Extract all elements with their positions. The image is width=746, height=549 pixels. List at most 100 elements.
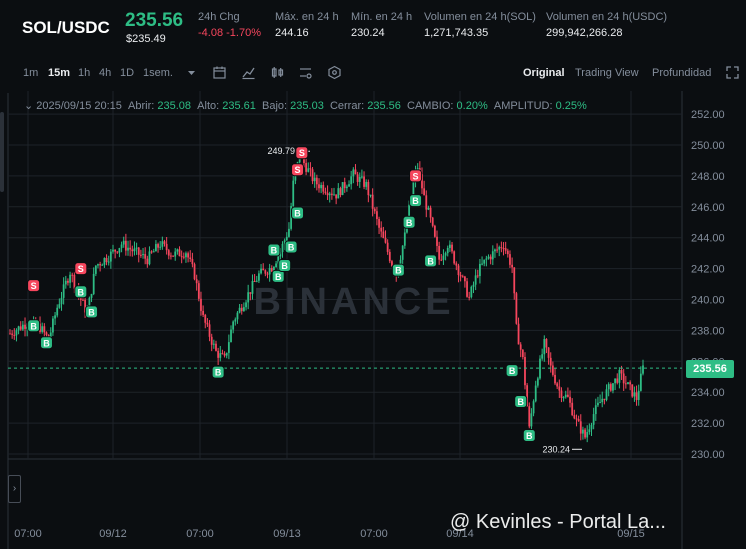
collapse-chevron-icon[interactable]: ⌄ xyxy=(24,100,34,112)
svg-text:B: B xyxy=(275,272,282,282)
sell-marker[interactable]: S xyxy=(291,163,305,177)
candle-body xyxy=(133,248,136,252)
sell-marker[interactable]: S xyxy=(295,146,309,160)
candle-body xyxy=(56,307,59,316)
ohlc-legend: ⌄ 2025/09/15 20:15 Abrir: 235.08 Alto: 2… xyxy=(24,99,587,112)
line-chart-icon[interactable] xyxy=(241,65,256,80)
candle-body xyxy=(588,429,591,433)
view-depth[interactable]: Profundidad xyxy=(652,67,712,79)
y-tick-label: 242.00 xyxy=(691,264,725,276)
buy-marker[interactable]: B xyxy=(284,240,298,254)
svg-text:B: B xyxy=(88,307,95,317)
view-tradingview[interactable]: Trading View xyxy=(575,67,639,79)
hexagon-icon[interactable] xyxy=(327,65,342,80)
y-tick-label: 240.00 xyxy=(691,295,725,307)
view-original[interactable]: Original xyxy=(523,67,565,79)
buy-marker[interactable]: B xyxy=(402,215,416,229)
buy-marker[interactable]: B xyxy=(267,243,281,257)
buy-marker[interactable]: B xyxy=(211,365,225,379)
sell-marker[interactable]: S xyxy=(74,262,88,276)
buy-marker[interactable]: B xyxy=(39,336,53,350)
y-tick-label: 232.00 xyxy=(691,418,725,430)
y-tick-label: 248.00 xyxy=(691,171,725,183)
candle-body xyxy=(210,336,213,345)
candle-body xyxy=(629,382,632,385)
candle-body xyxy=(352,169,355,177)
candle-body xyxy=(247,292,250,303)
candle-body xyxy=(386,242,389,252)
candle-body xyxy=(174,251,177,257)
symbol-title[interactable]: SOL/USDC xyxy=(22,18,110,37)
candle-body xyxy=(142,254,144,256)
calendar-icon[interactable] xyxy=(212,65,227,80)
candle-body xyxy=(150,251,153,253)
y-tick-label: 238.00 xyxy=(691,325,725,337)
buy-marker[interactable]: B xyxy=(424,254,438,268)
candle-body xyxy=(343,182,346,189)
buy-marker[interactable]: B xyxy=(291,206,305,220)
x-tick-label: 09/14 xyxy=(446,528,474,540)
candlestick-chart[interactable]: 252.00 250.00 248.00 246.00 244.00 242.00 240.… xyxy=(0,91,746,549)
buy-marker[interactable]: B xyxy=(74,285,88,299)
low-price-label: 230.24 xyxy=(542,444,570,454)
candle-body xyxy=(440,259,443,261)
expand-icon[interactable] xyxy=(725,65,740,80)
candle-body xyxy=(361,176,363,178)
buy-marker[interactable]: B xyxy=(522,428,536,442)
buy-marker[interactable]: B xyxy=(505,364,519,378)
candle-body xyxy=(339,188,342,196)
candle-body xyxy=(17,326,20,331)
candle-body xyxy=(466,281,468,297)
candle-body xyxy=(242,307,245,312)
candle-body xyxy=(303,156,305,164)
candle-body xyxy=(217,350,220,358)
candles-icon[interactable] xyxy=(270,65,285,80)
candle-body xyxy=(112,249,114,252)
interval-15m[interactable]: 15m xyxy=(48,67,71,79)
settings-icon[interactable] xyxy=(298,65,313,80)
buy-marker[interactable]: B xyxy=(85,305,99,319)
dropdown-caret-icon[interactable] xyxy=(184,65,199,80)
candle-body xyxy=(345,186,348,189)
candle-body xyxy=(384,237,387,243)
buy-marker[interactable]: B xyxy=(514,394,528,408)
candle-body xyxy=(500,247,503,249)
candle-body xyxy=(560,390,563,398)
interval-1m[interactable]: 1m xyxy=(23,67,39,79)
buy-marker[interactable]: B xyxy=(271,269,285,283)
candle-body xyxy=(504,248,507,251)
candle-body xyxy=(519,344,522,350)
panel-expand-handle[interactable]: › xyxy=(8,475,21,503)
candle-body xyxy=(333,194,335,196)
buy-marker[interactable]: B xyxy=(409,194,423,208)
y-tick-label: 246.00 xyxy=(691,202,725,214)
candle-body xyxy=(464,276,466,282)
buy-marker[interactable]: B xyxy=(27,319,41,333)
buy-marker[interactable]: B xyxy=(391,263,405,277)
y-tick-label: 230.00 xyxy=(691,449,725,461)
candle-body xyxy=(116,251,119,253)
candle-body xyxy=(273,267,275,272)
left-scrollbar[interactable] xyxy=(0,112,4,192)
x-tick-label: 07:00 xyxy=(186,528,214,540)
candle-body xyxy=(526,385,529,407)
interval-1h[interactable]: 1h xyxy=(78,67,91,79)
candle-body xyxy=(262,268,265,271)
sell-marker[interactable]: S xyxy=(409,169,423,183)
interval-1w[interactable]: 1sem. xyxy=(143,67,173,79)
interval-1d[interactable]: 1D xyxy=(120,67,135,79)
candle-body xyxy=(197,283,200,299)
binance-watermark: BINANCE xyxy=(253,281,454,323)
candle-body xyxy=(378,219,380,228)
candle-body xyxy=(90,293,93,298)
candle-body xyxy=(290,206,292,229)
sell-marker[interactable]: S xyxy=(27,279,41,293)
svg-text:B: B xyxy=(271,246,278,256)
svg-text:B: B xyxy=(294,208,301,218)
candle-body xyxy=(633,392,636,397)
buy-marker[interactable]: B xyxy=(278,259,292,273)
candle-body xyxy=(373,208,376,212)
candle-body xyxy=(221,353,224,355)
interval-4h[interactable]: 4h xyxy=(99,67,112,79)
stat-label: Mín. en 24 h xyxy=(351,11,413,23)
